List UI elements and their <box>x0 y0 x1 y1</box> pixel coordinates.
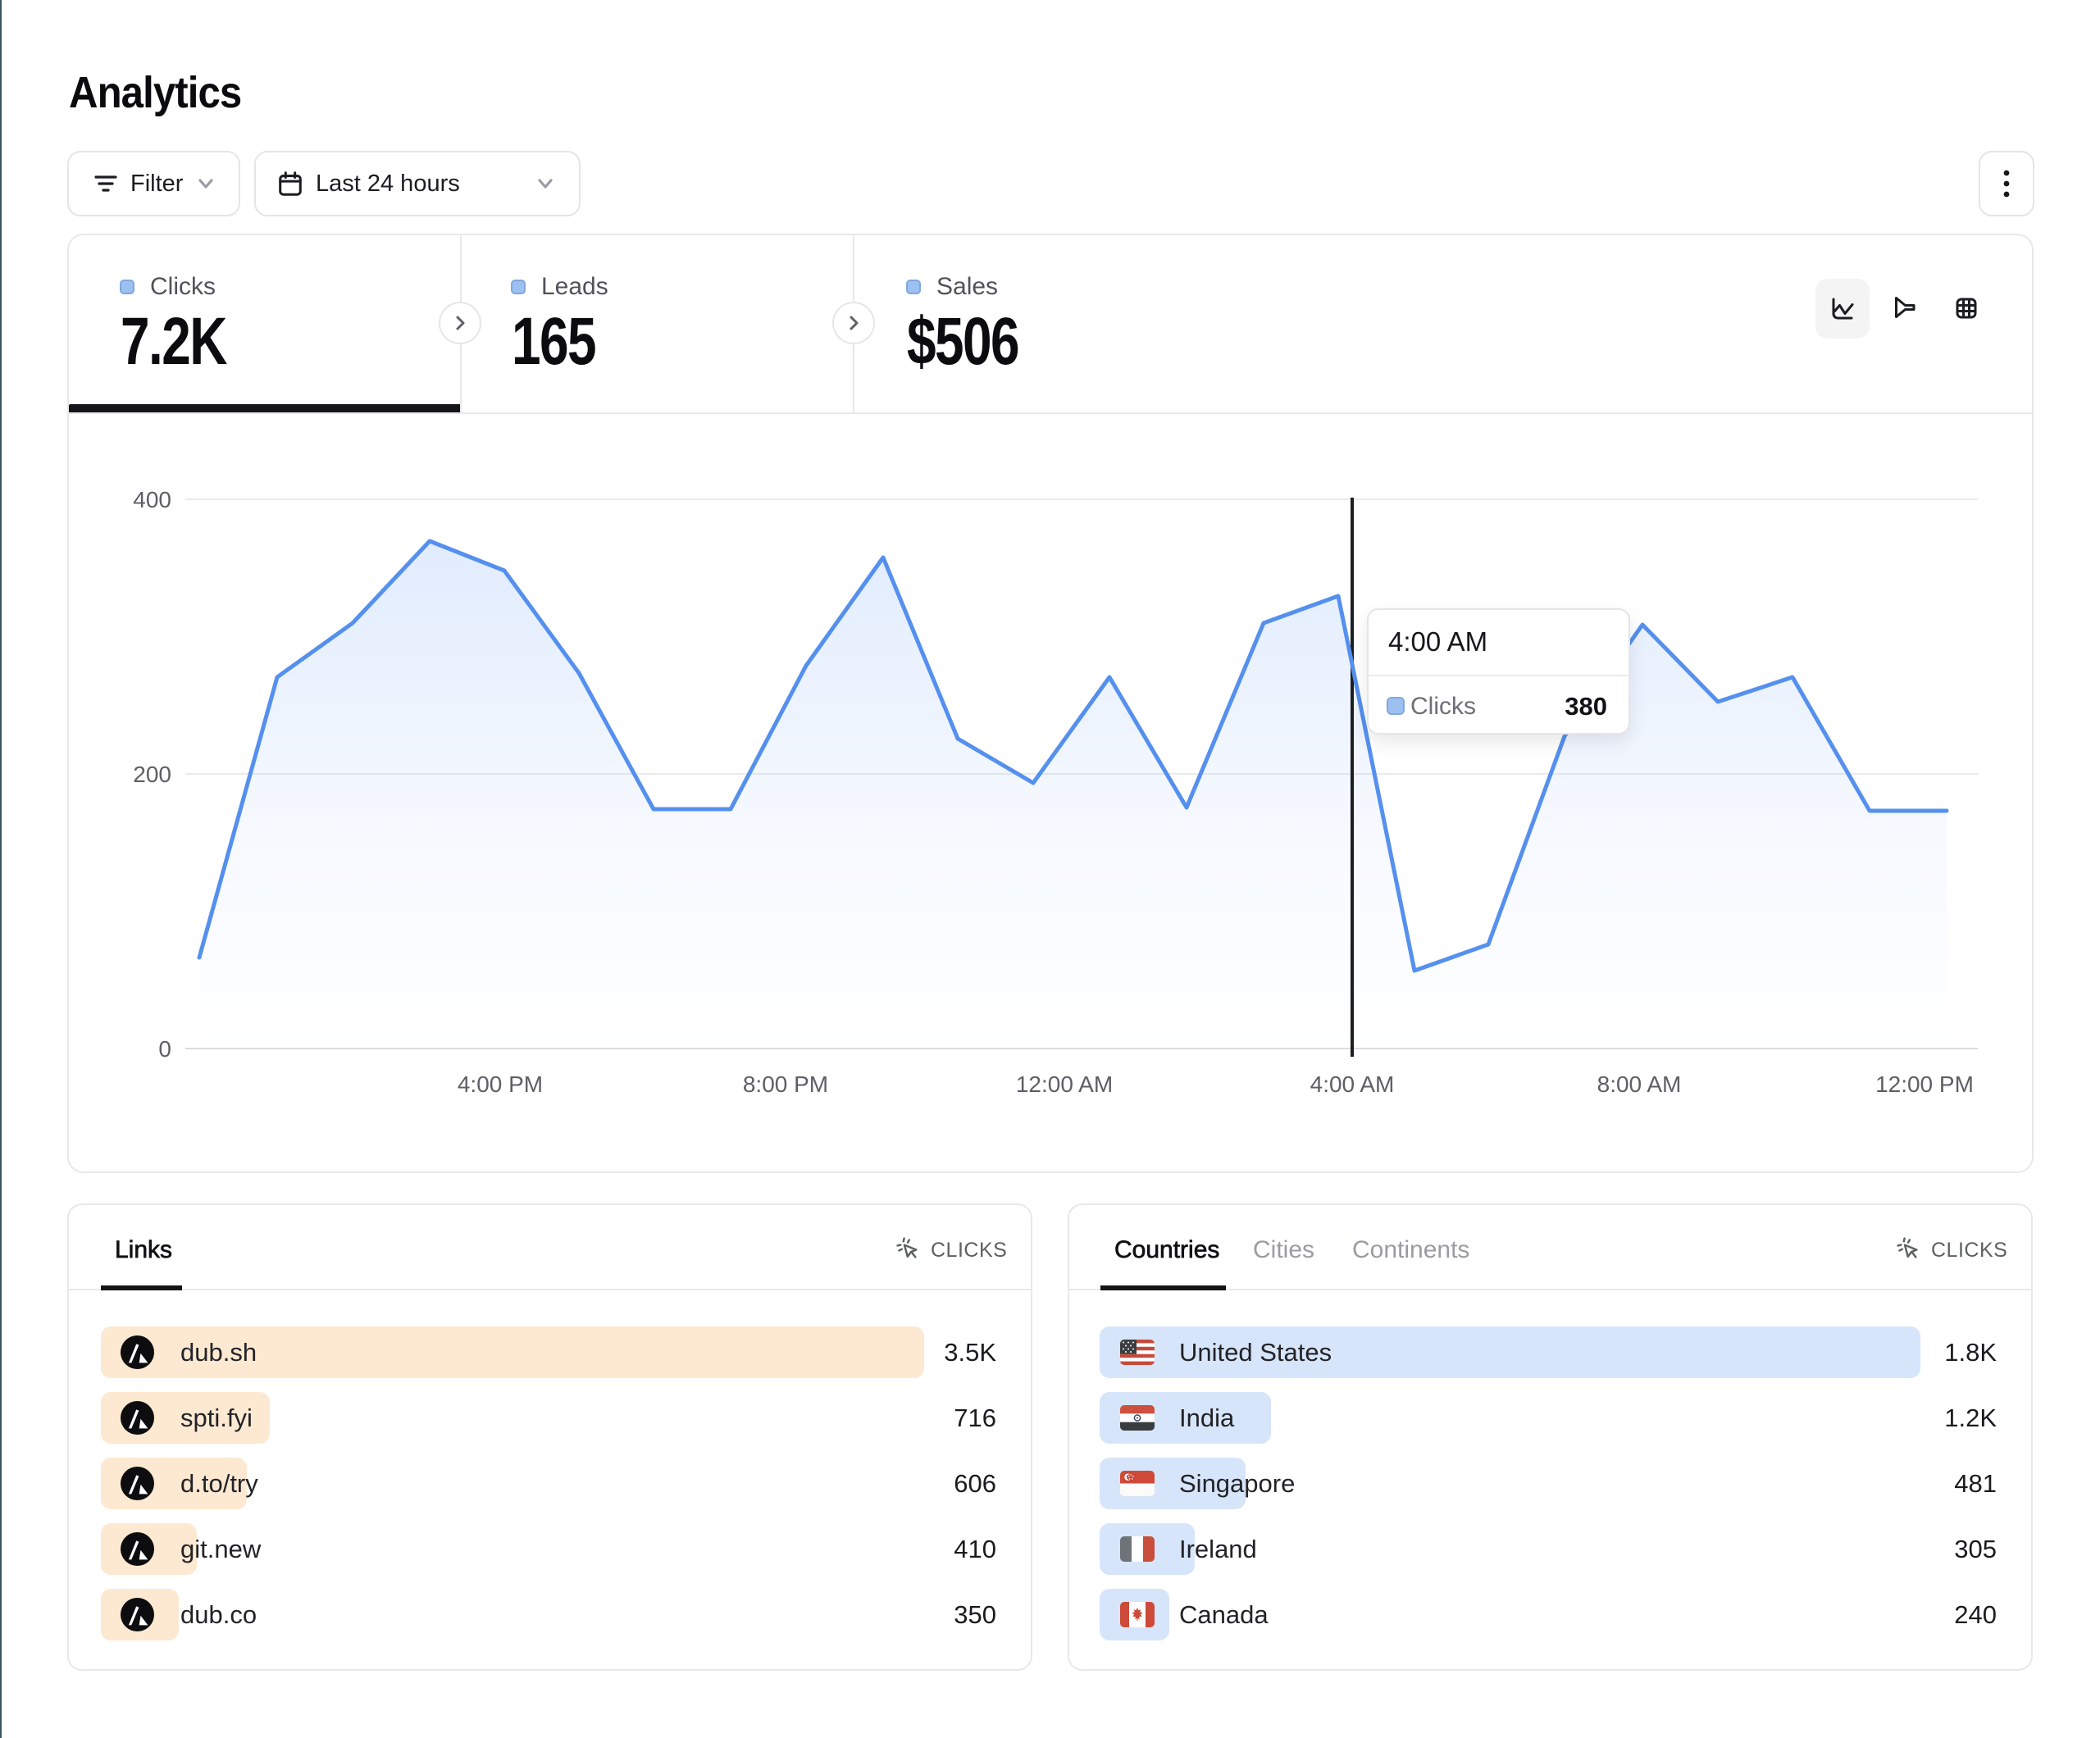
svg-text:8:00 PM: 8:00 PM <box>743 1071 828 1097</box>
svg-text:12:00 AM: 12:00 AM <box>1016 1071 1113 1097</box>
svg-text:400: 400 <box>133 487 171 512</box>
svg-text:4:00 PM: 4:00 PM <box>458 1071 543 1097</box>
svg-text:8:00 AM: 8:00 AM <box>1597 1071 1682 1097</box>
svg-text:12:00 PM: 12:00 PM <box>1875 1071 1974 1097</box>
svg-text:4:00 AM: 4:00 AM <box>1310 1071 1395 1097</box>
svg-text:200: 200 <box>133 762 171 787</box>
svg-text:0: 0 <box>158 1036 171 1062</box>
